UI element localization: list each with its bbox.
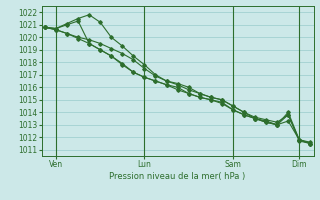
X-axis label: Pression niveau de la mer( hPa ): Pression niveau de la mer( hPa )	[109, 172, 246, 181]
